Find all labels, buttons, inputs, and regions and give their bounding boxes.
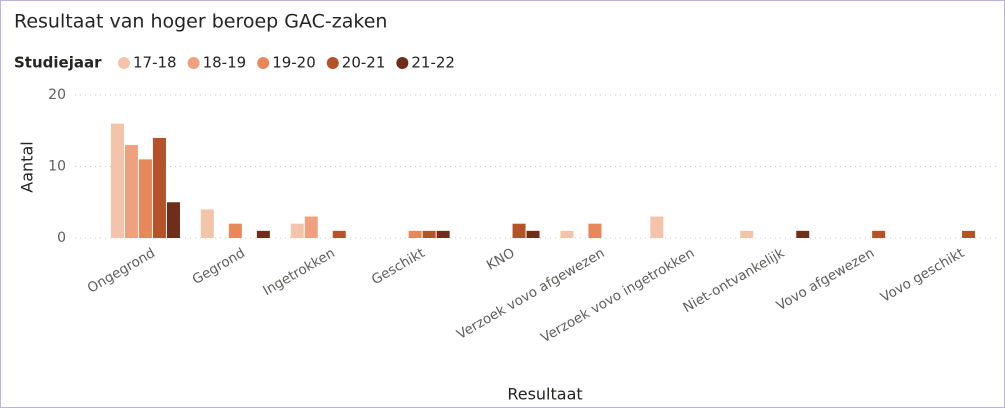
bar — [256, 230, 270, 238]
chart-title: Resultaat van hoger beroep GAC-zaken — [14, 11, 387, 33]
legend-label: 18-19 — [203, 54, 247, 72]
bar — [138, 159, 152, 238]
bar — [512, 223, 526, 238]
y-tick-label: 0 — [57, 230, 66, 246]
y-axis-label: Aantal — [18, 141, 37, 192]
bar — [200, 209, 214, 238]
bar — [228, 223, 242, 238]
legend-marker — [257, 57, 270, 69]
legend-label: 19-20 — [272, 54, 316, 72]
x-axis-label: Resultaat — [507, 385, 582, 404]
bar — [166, 202, 180, 238]
legend-label: 17-18 — [133, 54, 177, 72]
legend-marker — [118, 57, 130, 69]
bar — [110, 123, 124, 238]
x-tick-label: Verzoek vovo afgewezen — [454, 245, 607, 343]
bar — [332, 230, 346, 238]
x-tick-label: Vovo afgewezen — [774, 245, 877, 314]
bar — [560, 230, 574, 238]
x-tick-label: Verzoek vovo ingetrokken — [538, 245, 697, 346]
bar — [796, 230, 810, 238]
bar — [304, 216, 318, 238]
bar — [740, 230, 754, 238]
x-tick-label: Ongegrond — [85, 245, 158, 296]
x-tick-label: KNO — [484, 245, 518, 274]
bar — [872, 230, 886, 238]
y-tick-label: 20 — [48, 87, 66, 103]
x-tick-label: Gegrond — [190, 245, 248, 288]
bar — [290, 223, 304, 238]
x-tick-label: Geschikt — [369, 245, 428, 288]
x-tick-label: Ingetrokken — [260, 245, 337, 299]
bar — [124, 145, 138, 238]
bar — [436, 230, 450, 238]
x-tick-label: Vovo geschikt — [878, 245, 967, 306]
bar — [650, 216, 664, 238]
bar — [408, 230, 422, 238]
bar — [962, 230, 976, 238]
legend-marker — [326, 57, 339, 69]
legend-marker — [396, 57, 409, 69]
y-tick-label: 10 — [48, 159, 66, 175]
x-tick-label: Niet-ontvankelijk — [680, 245, 787, 316]
bar — [526, 230, 540, 238]
legend-label: 21-22 — [411, 54, 455, 72]
legend-label: 20-21 — [342, 54, 386, 72]
legend-marker — [187, 57, 200, 69]
legend-title: Studiejaar — [14, 54, 102, 72]
bar — [422, 230, 436, 238]
bar — [152, 137, 166, 238]
bar — [588, 223, 602, 238]
